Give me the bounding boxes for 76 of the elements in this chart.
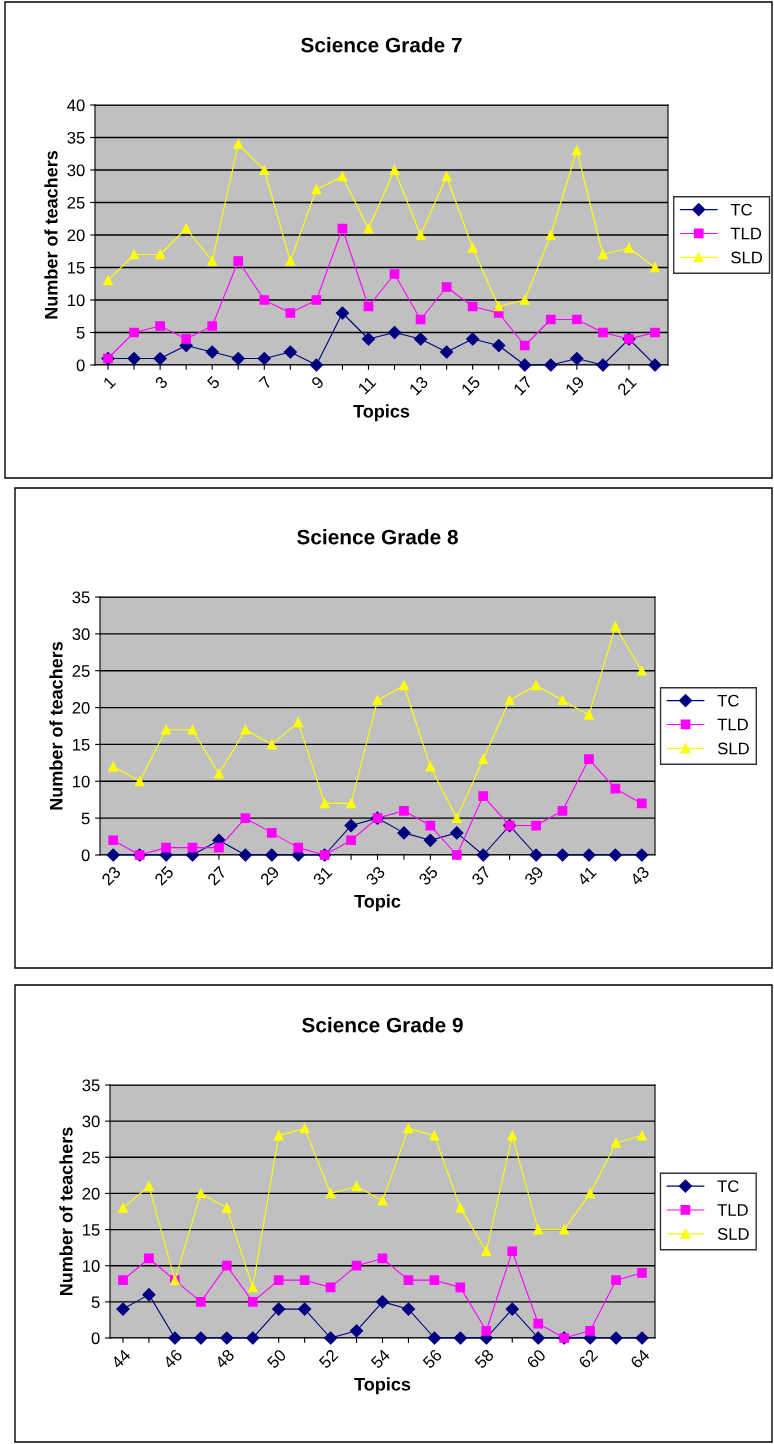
y-tick-label: 5 <box>81 812 90 825</box>
x-tick-label: 62 <box>577 1348 599 1369</box>
y-tick-label: 10 <box>73 775 90 788</box>
chart-title: Science Grade 8 <box>297 529 458 545</box>
x-tick-label: 27 <box>206 865 227 886</box>
y-tick-label: 15 <box>68 262 85 274</box>
x-tick-label: 46 <box>162 1348 184 1370</box>
x-tick-label: 43 <box>629 865 650 887</box>
x-tick-label: 21 <box>616 375 637 396</box>
legend-label: TC <box>717 1180 739 1193</box>
x-tick-label: 3 <box>154 375 169 390</box>
x-tick-label: 39 <box>523 865 545 887</box>
legend-label: TLD <box>730 227 762 240</box>
x-tick-label: 50 <box>266 1348 287 1370</box>
y-tick-label: 20 <box>67 229 85 242</box>
y-axis-title: Number of teachers <box>59 1127 73 1296</box>
y-tick-label: 10 <box>83 1260 100 1272</box>
y-tick-label: 15 <box>73 739 90 751</box>
x-tick-label: 5 <box>206 375 221 390</box>
y-tick-label: 25 <box>67 196 85 209</box>
legend-label: TC <box>730 203 752 216</box>
x-tick-label: 33 <box>365 865 386 887</box>
x-tick-label: 48 <box>214 1348 235 1370</box>
legend-label: TC <box>717 694 739 707</box>
y-tick-label: 15 <box>83 1224 100 1236</box>
legend-label: SLD <box>717 742 749 755</box>
y-tick-label: 35 <box>82 1079 100 1092</box>
x-tick-label: 13 <box>408 375 429 396</box>
x-tick-label: 1 <box>102 375 116 389</box>
x-axis-title: Topic <box>354 894 401 912</box>
x-tick-label: 29 <box>259 865 280 886</box>
legend-label: TLD <box>717 1204 748 1216</box>
x-tick-label: 44 <box>110 1348 132 1370</box>
x-tick-label: 60 <box>526 1348 547 1369</box>
x-tick-label: 35 <box>418 865 439 887</box>
y-tick-label: 25 <box>82 1151 100 1164</box>
x-tick-label: 7 <box>258 375 273 390</box>
legend-label: TLD <box>717 718 748 731</box>
x-tick-label: 56 <box>422 1348 443 1370</box>
chart-title: Science Grade 7 <box>301 37 462 53</box>
x-tick-label: 9 <box>310 375 325 390</box>
y-axis-title: Number of teachers <box>49 641 63 810</box>
x-tick-label: 11 <box>357 375 377 395</box>
x-tick-label: 19 <box>564 375 585 396</box>
y-tick-label: 20 <box>82 1187 100 1200</box>
legend-label: SLD <box>731 251 763 264</box>
y-axis-title: Number of teachers <box>44 150 58 319</box>
y-tick-label: 35 <box>67 131 85 144</box>
x-tick-label: 54 <box>370 1348 391 1370</box>
x-tick-label: 58 <box>473 1348 495 1370</box>
y-tick-label: 30 <box>82 1115 100 1128</box>
y-tick-label: 30 <box>72 628 90 641</box>
y-tick-label: 10 <box>68 294 85 307</box>
y-tick-label: 0 <box>76 359 85 372</box>
y-tick-label: 0 <box>81 849 90 862</box>
x-tick-label: 25 <box>153 865 175 886</box>
x-tick-label: 15 <box>460 375 481 396</box>
y-tick-label: 30 <box>67 164 85 177</box>
y-tick-label: 25 <box>72 665 90 677</box>
y-tick-label: 5 <box>91 1296 100 1309</box>
x-axis-title: Topics <box>354 1377 411 1395</box>
y-tick-label: 35 <box>72 591 90 604</box>
legend-label: SLD <box>717 1228 749 1240</box>
x-tick-label: 41 <box>576 865 597 887</box>
y-tick-label: 20 <box>72 701 90 714</box>
x-tick-label: 52 <box>318 1348 339 1370</box>
y-tick-label: 0 <box>91 1332 100 1345</box>
x-tick-label: 17 <box>512 375 533 396</box>
x-tick-label: 64 <box>629 1348 651 1369</box>
y-tick-label: 40 <box>67 99 85 112</box>
x-tick-label: 23 <box>101 865 122 886</box>
x-axis-title: Topics <box>353 404 410 422</box>
y-tick-label: 5 <box>76 327 85 339</box>
x-tick-label: 37 <box>470 865 492 887</box>
chart-title: Science Grade 9 <box>302 1017 463 1033</box>
x-tick-label: 31 <box>312 865 333 887</box>
